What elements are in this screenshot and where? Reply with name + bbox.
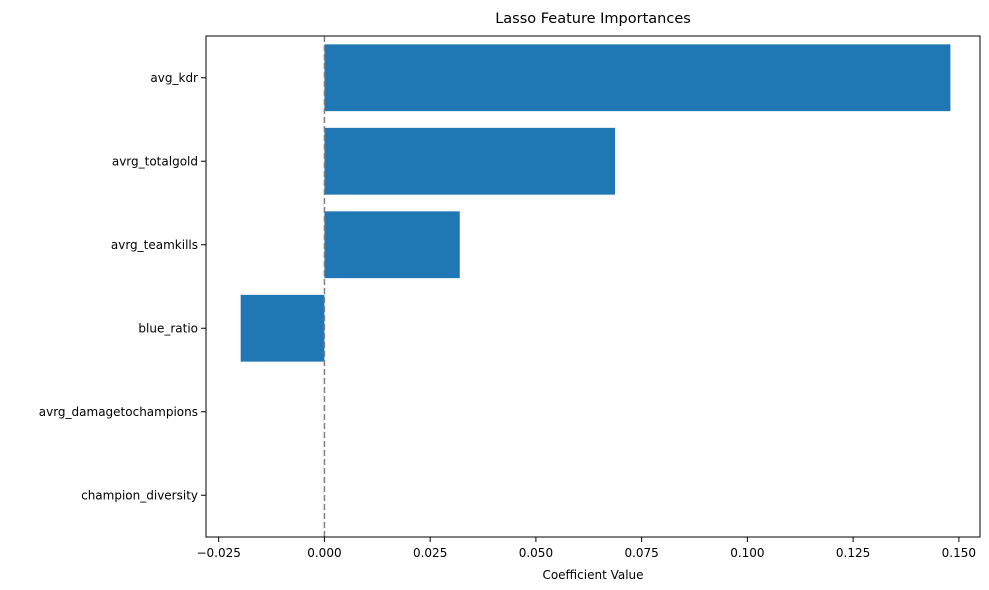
chart-title: Lasso Feature Importances: [495, 11, 691, 27]
x-tick-label: 0.075: [624, 546, 658, 560]
y-tick-label: avg_kdr: [150, 71, 198, 85]
y-tick-label: avrg_damagetochampions: [39, 405, 198, 419]
x-tick-label: −0.025: [196, 546, 240, 560]
bar-avrg-totalgold: [324, 127, 615, 195]
plot-frame: [205, 35, 981, 538]
x-axis: −0.025 0.000 0.025 0.050 0.075 0.100 0.125 0.15…: [196, 537, 976, 560]
y-tick-label: avrg_teamkills: [111, 238, 198, 252]
y-tick-label: avrg_totalgold: [112, 154, 198, 168]
x-tick-label: 0.025: [413, 546, 447, 560]
y-tick-label: champion_diversity: [81, 488, 198, 502]
bar-avrg-teamkills: [324, 211, 460, 279]
x-tick-label: 0.100: [730, 546, 764, 560]
y-axis: avg_kdr avrg_totalgold avrg_teamkills blue_…: [39, 71, 206, 502]
x-tick-label: 0.050: [519, 546, 553, 560]
bars-layer: [240, 44, 951, 362]
bar-avg-kdr: [324, 44, 951, 112]
bar-blue-ratio: [240, 294, 325, 362]
x-tick-label: 0.125: [836, 546, 870, 560]
x-tick-label: 0.000: [307, 546, 341, 560]
x-tick-label: 0.150: [942, 546, 976, 560]
y-tick-label: blue_ratio: [138, 321, 198, 335]
x-axis-title: Coefficient Value: [542, 568, 643, 582]
